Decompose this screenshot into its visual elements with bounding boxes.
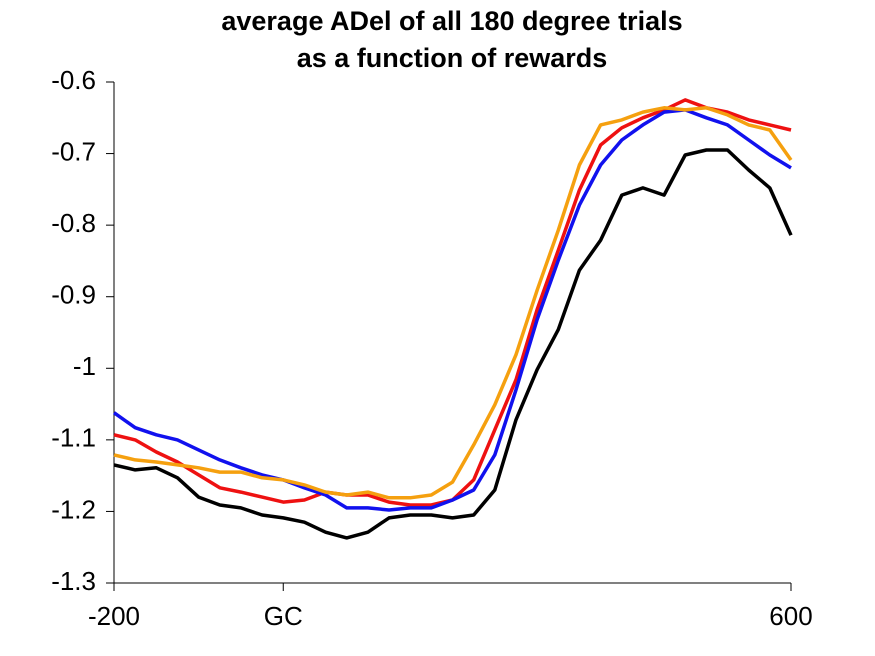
y-tick-label: -1.2 (51, 494, 96, 524)
chart-title: as a function of rewards (297, 43, 608, 73)
line-series (112, 108, 792, 512)
x-tick-label: GC (264, 601, 303, 631)
y-tick-label: -1.1 (51, 423, 96, 453)
line-series (113, 98, 792, 507)
y-tick-label: -0.6 (51, 65, 96, 95)
x-tick-label: -200 (88, 601, 140, 631)
line-series (113, 106, 793, 500)
y-tick-label: -0.8 (51, 208, 96, 238)
y-tick-label: -0.7 (51, 136, 96, 166)
y-tick-label: -1 (73, 351, 96, 381)
chart-title: average ADel of all 180 degree trials (221, 6, 682, 36)
x-tick-label: 600 (769, 601, 812, 631)
y-tick-label: -0.9 (51, 280, 96, 310)
y-tick-label: -1.3 (51, 566, 96, 596)
line-series (113, 148, 793, 540)
